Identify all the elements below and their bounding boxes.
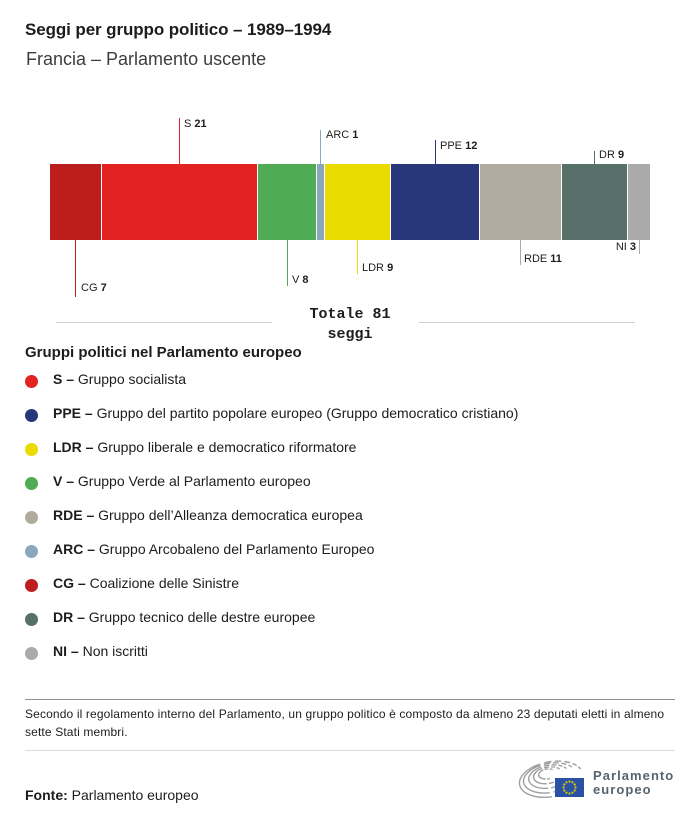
svg-text:europeo: europeo [593,782,652,797]
svg-text:Parlamento: Parlamento [593,768,674,783]
